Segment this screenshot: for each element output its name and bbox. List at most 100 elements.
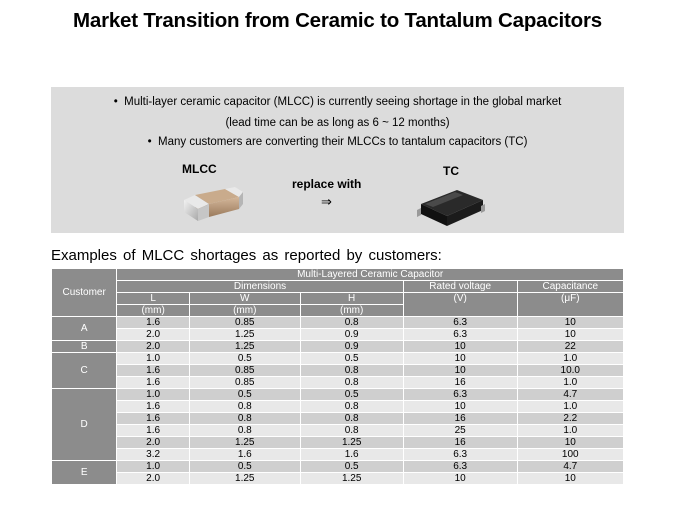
width-cell: 1.25 bbox=[188, 340, 301, 353]
length-cell: 2.0 bbox=[116, 472, 190, 485]
customer-cell: D bbox=[50, 388, 118, 461]
replace-with-label: replace with bbox=[292, 177, 362, 191]
width-header: W bbox=[188, 292, 301, 305]
length-cell: 2.0 bbox=[116, 340, 190, 353]
bullet-lead-time: (lead time can be as long as 6 ~ 12 mont… bbox=[225, 117, 450, 129]
table-row: 1.6 0.8 0.8 16 2.2 bbox=[52, 412, 625, 425]
bullet-conversion: • Many customers are converting their ML… bbox=[147, 136, 528, 148]
capacitance-cell: 10 bbox=[516, 328, 625, 341]
width-cell: 0.5 bbox=[188, 388, 301, 401]
voltage-cell: 16 bbox=[402, 376, 518, 389]
capacitance-cell: 1.0 bbox=[516, 376, 625, 389]
length-cell: 1.6 bbox=[116, 400, 190, 413]
arrow-icon: ⇒ bbox=[321, 194, 332, 209]
width-cell: 1.25 bbox=[188, 436, 301, 449]
voltage-cell: 25 bbox=[402, 424, 518, 437]
length-cell: 1.6 bbox=[116, 424, 190, 437]
length-cell: 1.6 bbox=[116, 316, 190, 329]
voltage-cell: 10 bbox=[402, 340, 518, 353]
width-cell: 0.85 bbox=[188, 364, 301, 377]
capacitance-cell: 10 bbox=[516, 436, 625, 449]
width-cell: 0.8 bbox=[188, 400, 301, 413]
table-row: A 1.6 0.85 0.8 6.3 10 bbox=[50, 316, 625, 341]
table-row: 2.0 1.25 1.25 10 10 bbox=[52, 472, 625, 485]
height-cell: 0.5 bbox=[299, 352, 404, 365]
width-cell: 0.5 bbox=[188, 460, 301, 473]
capacitance-cell: 4.7 bbox=[516, 460, 625, 473]
table-row: B 2.0 1.25 0.9 10 22 bbox=[50, 340, 625, 353]
capacitance-cell: 4.7 bbox=[516, 388, 625, 401]
voltage-cell: 6.3 bbox=[402, 316, 518, 329]
customer-cell: A bbox=[50, 316, 118, 341]
height-cell: 0.8 bbox=[299, 412, 404, 425]
height-cell: 0.8 bbox=[299, 400, 404, 413]
height-cell: 1.6 bbox=[299, 448, 404, 461]
voltage-cell: 6.3 bbox=[402, 328, 518, 341]
capacitance-cell: 100 bbox=[516, 448, 625, 461]
height-cell: 0.8 bbox=[299, 364, 404, 377]
info-panel: • Multi-layer ceramic capacitor (MLCC) i… bbox=[51, 87, 624, 233]
tc-label: TC bbox=[443, 164, 459, 178]
length-cell: 3.2 bbox=[116, 448, 190, 461]
customer-cell: C bbox=[50, 352, 118, 389]
bullet-mlcc-shortage: • Multi-layer ceramic capacitor (MLCC) i… bbox=[113, 96, 562, 108]
height-header: H bbox=[299, 292, 404, 305]
voltage-cell: 10 bbox=[402, 400, 518, 413]
voltage-cell: 10 bbox=[402, 352, 518, 365]
voltage-cell: 6.3 bbox=[402, 460, 518, 473]
capacitance-cell: 2.2 bbox=[516, 412, 625, 425]
customer-cell: B bbox=[50, 340, 118, 353]
length-cell: 1.6 bbox=[116, 376, 190, 389]
width-cell: 0.5 bbox=[188, 352, 301, 365]
rated-voltage-header: Rated voltage bbox=[402, 280, 518, 293]
voltage-cell: 10 bbox=[402, 364, 518, 377]
width-cell: 0.8 bbox=[188, 424, 301, 437]
capacitance-cell: 1.0 bbox=[516, 400, 625, 413]
length-cell: 2.0 bbox=[116, 436, 190, 449]
mlcc-chip-image bbox=[184, 187, 243, 221]
height-cell: 0.5 bbox=[299, 460, 404, 473]
capacitance-cell: 1.0 bbox=[516, 352, 625, 365]
table-row: 1.6 0.85 0.8 16 1.0 bbox=[52, 376, 625, 389]
capacitance-cell: 10.0 bbox=[516, 364, 625, 377]
mlcc-shortage-table: Customer Multi-Layered Ceramic Capacitor… bbox=[50, 268, 625, 485]
width-cell: 0.8 bbox=[188, 412, 301, 425]
table-row: C 1.0 0.5 0.5 10 1.0 bbox=[50, 352, 625, 389]
voltage-cell: 16 bbox=[402, 412, 518, 425]
height-unit: (mm) bbox=[299, 304, 404, 317]
capacitance-cell: 1.0 bbox=[516, 424, 625, 437]
mlcc-label: MLCC bbox=[182, 162, 217, 176]
dimensions-header: Dimensions bbox=[116, 280, 404, 293]
table-row: D 1.0 0.5 0.5 6.3 4.7 bbox=[50, 388, 625, 461]
width-cell: 0.85 bbox=[188, 376, 301, 389]
length-header: L bbox=[116, 292, 190, 305]
voltage-unit: (V) bbox=[402, 292, 518, 317]
examples-heading: Examples of MLCC shortages as reported b… bbox=[51, 247, 442, 264]
table-row: 2.0 1.25 1.25 16 10 bbox=[52, 436, 625, 449]
capacitance-cell: 10 bbox=[516, 472, 625, 485]
height-cell: 0.8 bbox=[299, 316, 404, 329]
capacitance-header: Capacitance bbox=[516, 280, 625, 293]
voltage-cell: 6.3 bbox=[402, 448, 518, 461]
height-cell: 0.5 bbox=[299, 388, 404, 401]
table-body: A 1.6 0.85 0.8 6.3 10 2.0 1.25 0.9 6.3 10 B 2.0 1.25 0… bbox=[50, 316, 625, 485]
table-row: 3.2 1.6 1.6 6.3 100 bbox=[52, 448, 625, 461]
table-row: 2.0 1.25 0.9 6.3 10 bbox=[52, 328, 625, 341]
height-cell: 1.25 bbox=[299, 472, 404, 485]
capacitance-unit: (μF) bbox=[516, 292, 625, 317]
voltage-cell: 6.3 bbox=[402, 388, 518, 401]
group-header: Multi-Layered Ceramic Capacitor bbox=[116, 268, 624, 281]
length-unit: (mm) bbox=[116, 304, 190, 317]
width-cell: 1.25 bbox=[188, 328, 301, 341]
table-row: 1.6 0.85 0.8 10 10.0 bbox=[52, 364, 625, 377]
table-row: 1.6 0.8 0.8 10 1.0 bbox=[52, 400, 625, 413]
length-cell: 1.0 bbox=[116, 388, 190, 401]
voltage-cell: 10 bbox=[402, 472, 518, 485]
length-cell: 1.0 bbox=[116, 352, 190, 365]
width-cell: 0.85 bbox=[188, 316, 301, 329]
tantalum-capacitor-image bbox=[417, 190, 485, 226]
width-unit: (mm) bbox=[188, 304, 301, 317]
table-row: E 1.0 0.5 0.5 6.3 4.7 bbox=[50, 460, 625, 485]
table-row: 1.6 0.8 0.8 25 1.0 bbox=[52, 424, 625, 437]
width-cell: 1.25 bbox=[188, 472, 301, 485]
